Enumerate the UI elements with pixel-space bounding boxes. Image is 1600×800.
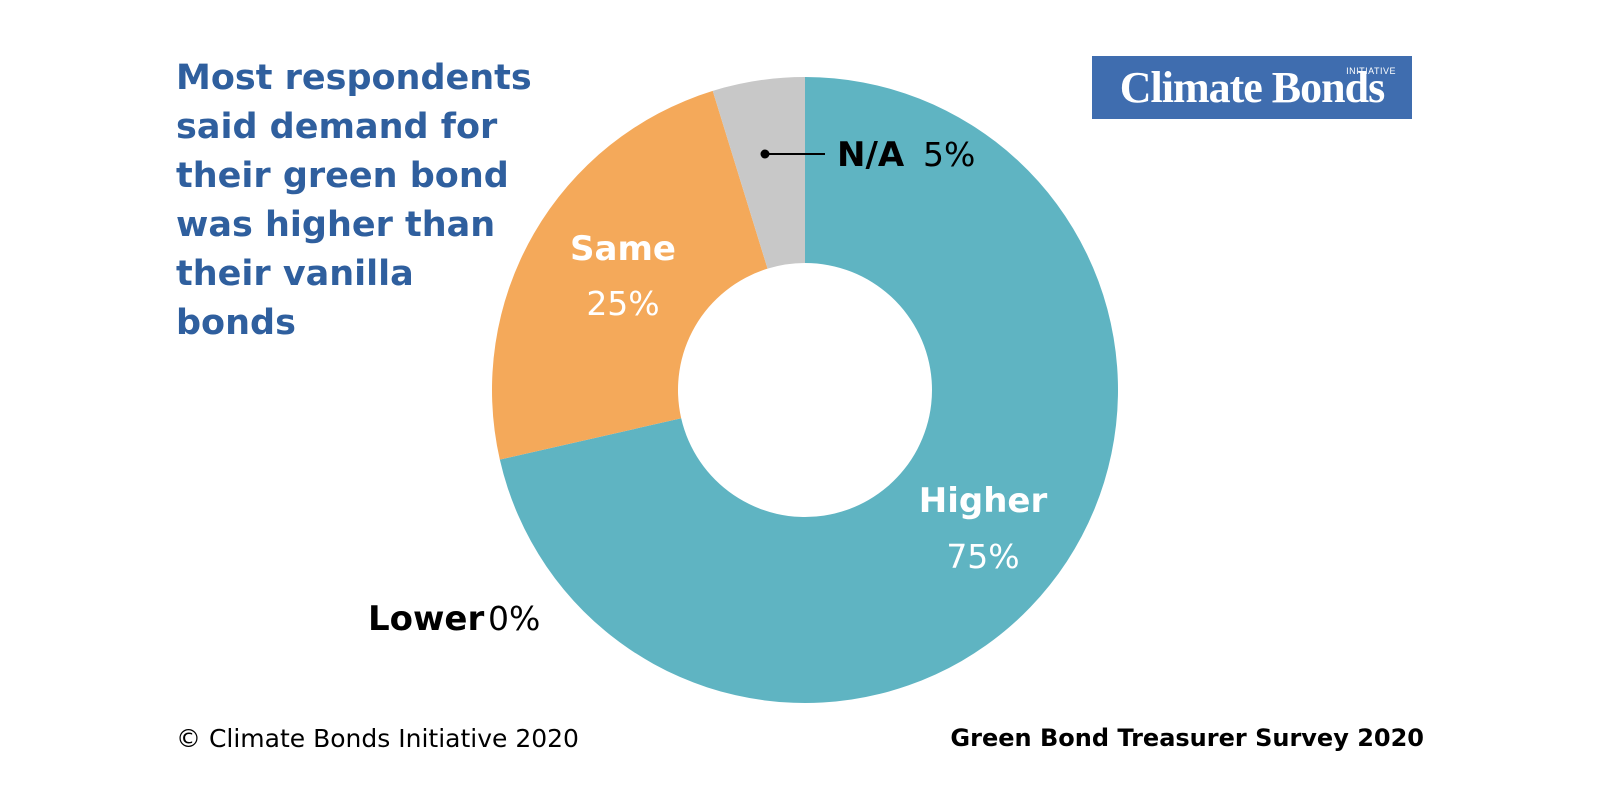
survey-title: Green Bond Treasurer Survey 2020	[950, 724, 1424, 752]
value-n-a: 5%	[923, 135, 975, 174]
label-lower: Lower	[368, 599, 484, 639]
climate-bonds-logo: Climate Bonds INITIATIVE	[1092, 56, 1412, 119]
slice-n-a	[712, 77, 805, 269]
copyright-text: © Climate Bonds Initiative 2020	[176, 724, 579, 753]
slice-higher	[499, 77, 1118, 703]
label-higher: Higher	[919, 481, 1048, 521]
logo-subtext: INITIATIVE	[1346, 66, 1396, 76]
label-n-a: N/A	[837, 135, 905, 175]
headline: Most respondents said demand for their g…	[176, 58, 532, 343]
value-higher: 75%	[946, 537, 1019, 576]
leader-dot-n-a	[760, 149, 770, 159]
label-same: Same	[570, 229, 676, 269]
value-lower: 0%	[488, 599, 540, 638]
value-same: 25%	[586, 284, 659, 323]
logo-text: Climate Bonds	[1119, 63, 1385, 112]
slice-same	[491, 90, 768, 460]
